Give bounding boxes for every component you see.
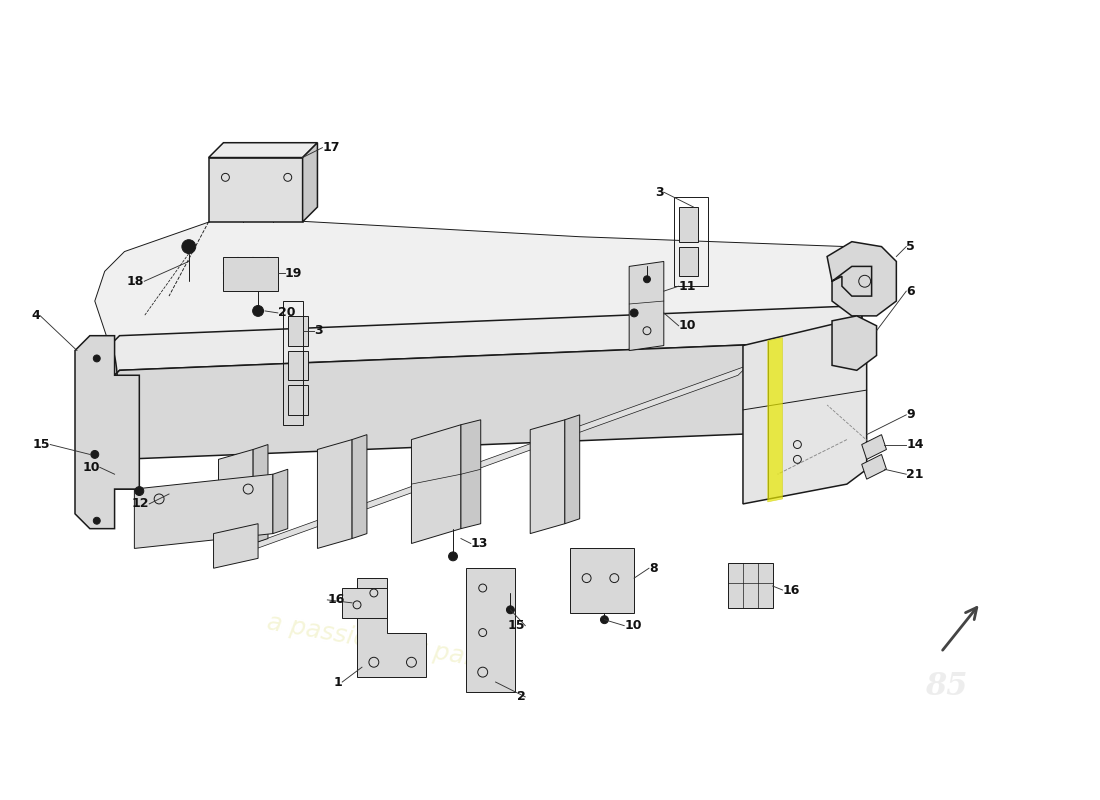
Text: 6: 6 bbox=[906, 285, 915, 298]
Text: 9: 9 bbox=[906, 408, 915, 422]
Polygon shape bbox=[629, 262, 663, 350]
Text: 15: 15 bbox=[508, 619, 526, 632]
Polygon shape bbox=[134, 474, 273, 549]
Polygon shape bbox=[318, 439, 352, 549]
Text: 13: 13 bbox=[471, 537, 488, 550]
Text: 16: 16 bbox=[782, 583, 800, 597]
Circle shape bbox=[182, 240, 196, 254]
Text: 8: 8 bbox=[649, 562, 658, 574]
Text: 20: 20 bbox=[278, 306, 296, 319]
Polygon shape bbox=[213, 366, 748, 563]
Text: 12: 12 bbox=[132, 498, 150, 510]
Circle shape bbox=[253, 306, 264, 316]
Text: 11: 11 bbox=[679, 280, 696, 293]
Polygon shape bbox=[827, 242, 896, 316]
Circle shape bbox=[449, 552, 458, 561]
Text: 4: 4 bbox=[32, 310, 41, 322]
Polygon shape bbox=[273, 470, 288, 534]
Circle shape bbox=[644, 276, 650, 282]
Circle shape bbox=[601, 616, 608, 624]
Text: a passion for parts: a passion for parts bbox=[265, 610, 498, 674]
Text: 14: 14 bbox=[906, 438, 924, 451]
Polygon shape bbox=[411, 425, 461, 543]
Polygon shape bbox=[75, 336, 140, 529]
Polygon shape bbox=[302, 142, 318, 222]
Polygon shape bbox=[728, 563, 772, 608]
Polygon shape bbox=[461, 420, 481, 529]
Text: 15: 15 bbox=[33, 438, 51, 451]
Polygon shape bbox=[679, 207, 699, 242]
Polygon shape bbox=[253, 445, 268, 543]
Polygon shape bbox=[223, 257, 278, 291]
Polygon shape bbox=[564, 415, 580, 524]
Text: 16: 16 bbox=[328, 594, 344, 606]
Polygon shape bbox=[861, 454, 887, 479]
Circle shape bbox=[94, 518, 100, 524]
Polygon shape bbox=[861, 434, 887, 459]
Circle shape bbox=[630, 309, 638, 317]
Polygon shape bbox=[110, 306, 861, 380]
Text: 1: 1 bbox=[333, 675, 342, 689]
Circle shape bbox=[94, 355, 100, 362]
Text: 3: 3 bbox=[656, 186, 663, 198]
Polygon shape bbox=[95, 217, 867, 370]
Polygon shape bbox=[358, 578, 427, 677]
Text: 19: 19 bbox=[285, 267, 303, 280]
Polygon shape bbox=[213, 524, 258, 568]
Circle shape bbox=[91, 450, 99, 458]
Polygon shape bbox=[352, 434, 367, 538]
Polygon shape bbox=[209, 142, 318, 158]
Polygon shape bbox=[342, 588, 387, 618]
Polygon shape bbox=[110, 341, 861, 470]
Polygon shape bbox=[679, 246, 699, 276]
Text: 3: 3 bbox=[315, 324, 323, 338]
Text: 2: 2 bbox=[517, 690, 526, 703]
Polygon shape bbox=[288, 316, 308, 346]
Polygon shape bbox=[288, 385, 308, 415]
Circle shape bbox=[506, 606, 515, 614]
Polygon shape bbox=[570, 549, 634, 613]
Text: 18: 18 bbox=[126, 274, 144, 288]
Text: eurospares: eurospares bbox=[128, 351, 636, 429]
Polygon shape bbox=[742, 321, 867, 504]
Circle shape bbox=[135, 486, 144, 495]
Polygon shape bbox=[219, 450, 253, 554]
Polygon shape bbox=[466, 568, 516, 692]
Polygon shape bbox=[209, 158, 302, 222]
Text: 10: 10 bbox=[82, 461, 100, 474]
Text: 10: 10 bbox=[624, 619, 641, 632]
Polygon shape bbox=[288, 350, 308, 380]
Polygon shape bbox=[832, 316, 877, 370]
Text: 21: 21 bbox=[906, 468, 924, 481]
Text: 10: 10 bbox=[679, 319, 696, 332]
Text: 85: 85 bbox=[925, 671, 967, 702]
Polygon shape bbox=[768, 338, 782, 502]
Polygon shape bbox=[530, 420, 564, 534]
Text: 5: 5 bbox=[906, 240, 915, 253]
Text: 17: 17 bbox=[322, 141, 340, 154]
